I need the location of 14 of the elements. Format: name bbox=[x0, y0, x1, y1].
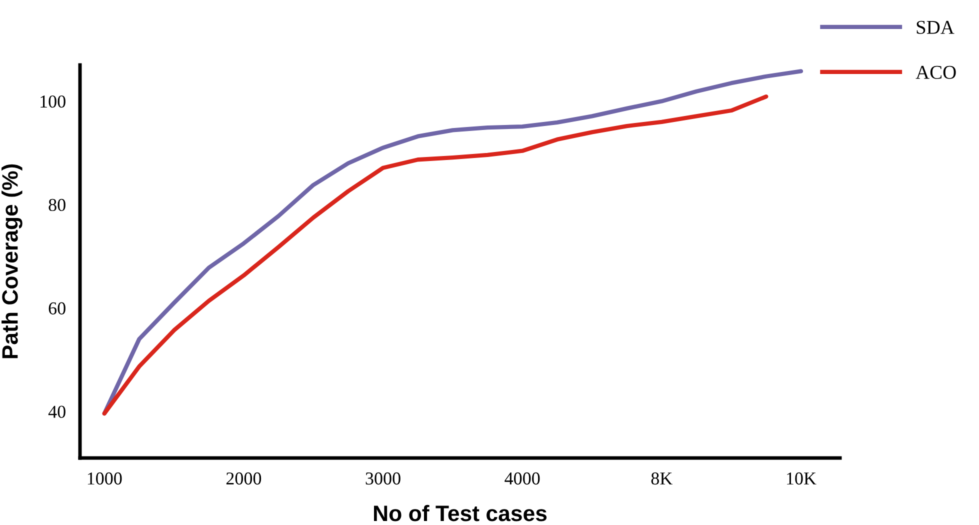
y-axis-title: Path Coverage (%) bbox=[2, 164, 22, 358]
legend-label: SDA bbox=[916, 20, 954, 34]
y-tick-label: 40 bbox=[48, 406, 66, 418]
y-tick-label: 100 bbox=[40, 95, 66, 108]
x-tick-label: 8K bbox=[651, 472, 673, 485]
x-tick-label: 1000 bbox=[88, 472, 122, 485]
x-tick-label: 3000 bbox=[366, 472, 400, 485]
legend-label: ACO bbox=[916, 66, 956, 79]
x-axis-title: No of Test cases bbox=[374, 504, 547, 522]
x-tick-label: 4000 bbox=[504, 472, 540, 485]
y-tick-label: 80 bbox=[48, 198, 66, 212]
x-tick-label: 2000 bbox=[226, 472, 262, 485]
y-tick-label: 60 bbox=[48, 302, 66, 314]
x-tick-label: 10K bbox=[787, 472, 816, 485]
